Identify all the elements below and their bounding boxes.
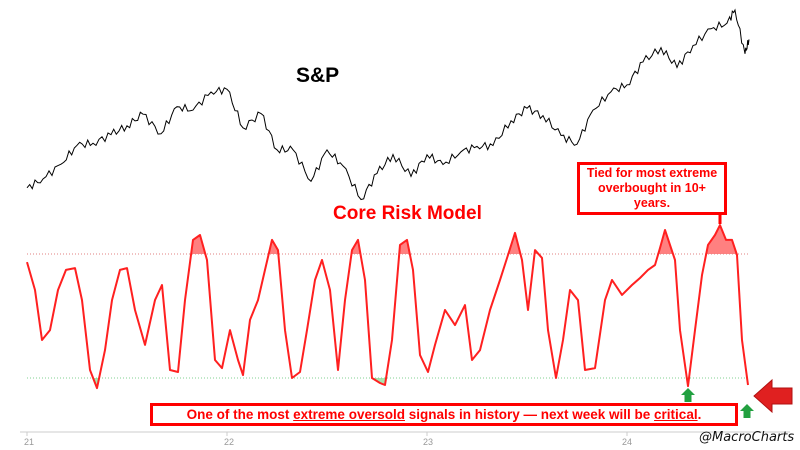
callout-underlined-text: critical [654,407,698,422]
risk-model-line [26,224,749,390]
x-tick-label: 21 [24,437,35,447]
sp-title: S&P [296,64,340,87]
x-tick-label: 23 [423,437,434,447]
overbought-callout: Tied for most extreme overbought in 10+ … [577,162,727,215]
callout-underlined-text: extreme oversold [293,407,405,422]
callout-text: One of the most [186,407,294,422]
green-up-arrow-icon [681,388,695,402]
x-tick-label: 24 [622,437,633,447]
watermark: @MacroCharts [699,430,795,445]
core-risk-model-title: Core Risk Model [333,203,482,224]
sp-line [26,8,750,201]
red-left-arrow-icon [753,378,793,414]
callout-text: . [697,407,702,422]
callout-text: signals in history — next week will be [404,407,655,422]
oversold-callout: One of the most extreme oversold signals… [150,403,738,426]
x-tick-label: 22 [224,437,235,447]
green-up-arrow-icon [740,404,754,418]
